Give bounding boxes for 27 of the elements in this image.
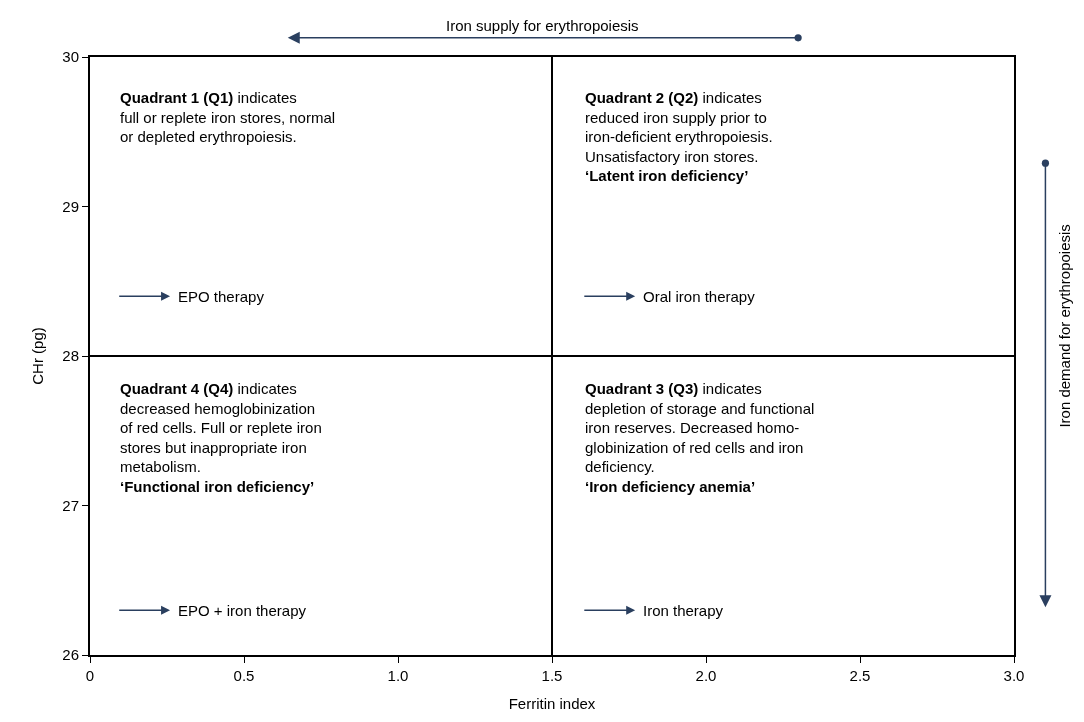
y-tick-label: 26 bbox=[62, 646, 79, 664]
x-tick-label: 1.0 bbox=[387, 667, 409, 684]
x-tick-label: 1.5 bbox=[541, 667, 563, 684]
annotation: Iron therapy bbox=[643, 602, 724, 619]
annotation: EPO therapy bbox=[178, 288, 265, 305]
annotation: Quadrant 1 (Q1) bbox=[120, 89, 234, 106]
annotation: EPO + iron therapy bbox=[178, 602, 307, 619]
x-tick-label: 3.0 bbox=[1003, 667, 1025, 684]
text: Iron demand for erythropoiesis bbox=[1056, 224, 1074, 428]
annotation: Quadrant 2 (Q2) bbox=[585, 89, 699, 106]
x-tick-label: 0 bbox=[85, 667, 95, 684]
x-tick-label: 2.5 bbox=[849, 667, 871, 684]
x-axis-title: Ferritin index bbox=[508, 694, 596, 712]
x-tick-label: 0.5 bbox=[233, 667, 255, 684]
y-tick-label: 30 bbox=[62, 48, 79, 66]
x-tick-label: 2.0 bbox=[695, 667, 717, 684]
annotation: ‘Iron deficiency anemia’ bbox=[585, 477, 756, 495]
y-tick-label: 28 bbox=[62, 347, 79, 365]
annotation: Quadrant 4 (Q4) bbox=[120, 380, 234, 397]
y-tick-label: 29 bbox=[62, 197, 79, 215]
annotation: ‘Latent iron deficiency’ bbox=[585, 167, 749, 184]
y-axis-title: CHr (pg) bbox=[29, 327, 47, 385]
annotation: Quadrant 3 (Q3) bbox=[585, 380, 699, 397]
text: Iron supply for erythropoiesis bbox=[446, 17, 639, 34]
y-tick-label: 27 bbox=[62, 496, 79, 514]
annotation: Oral iron therapy bbox=[643, 288, 756, 305]
annotation: ‘Functional iron deficiency’ bbox=[120, 477, 315, 495]
